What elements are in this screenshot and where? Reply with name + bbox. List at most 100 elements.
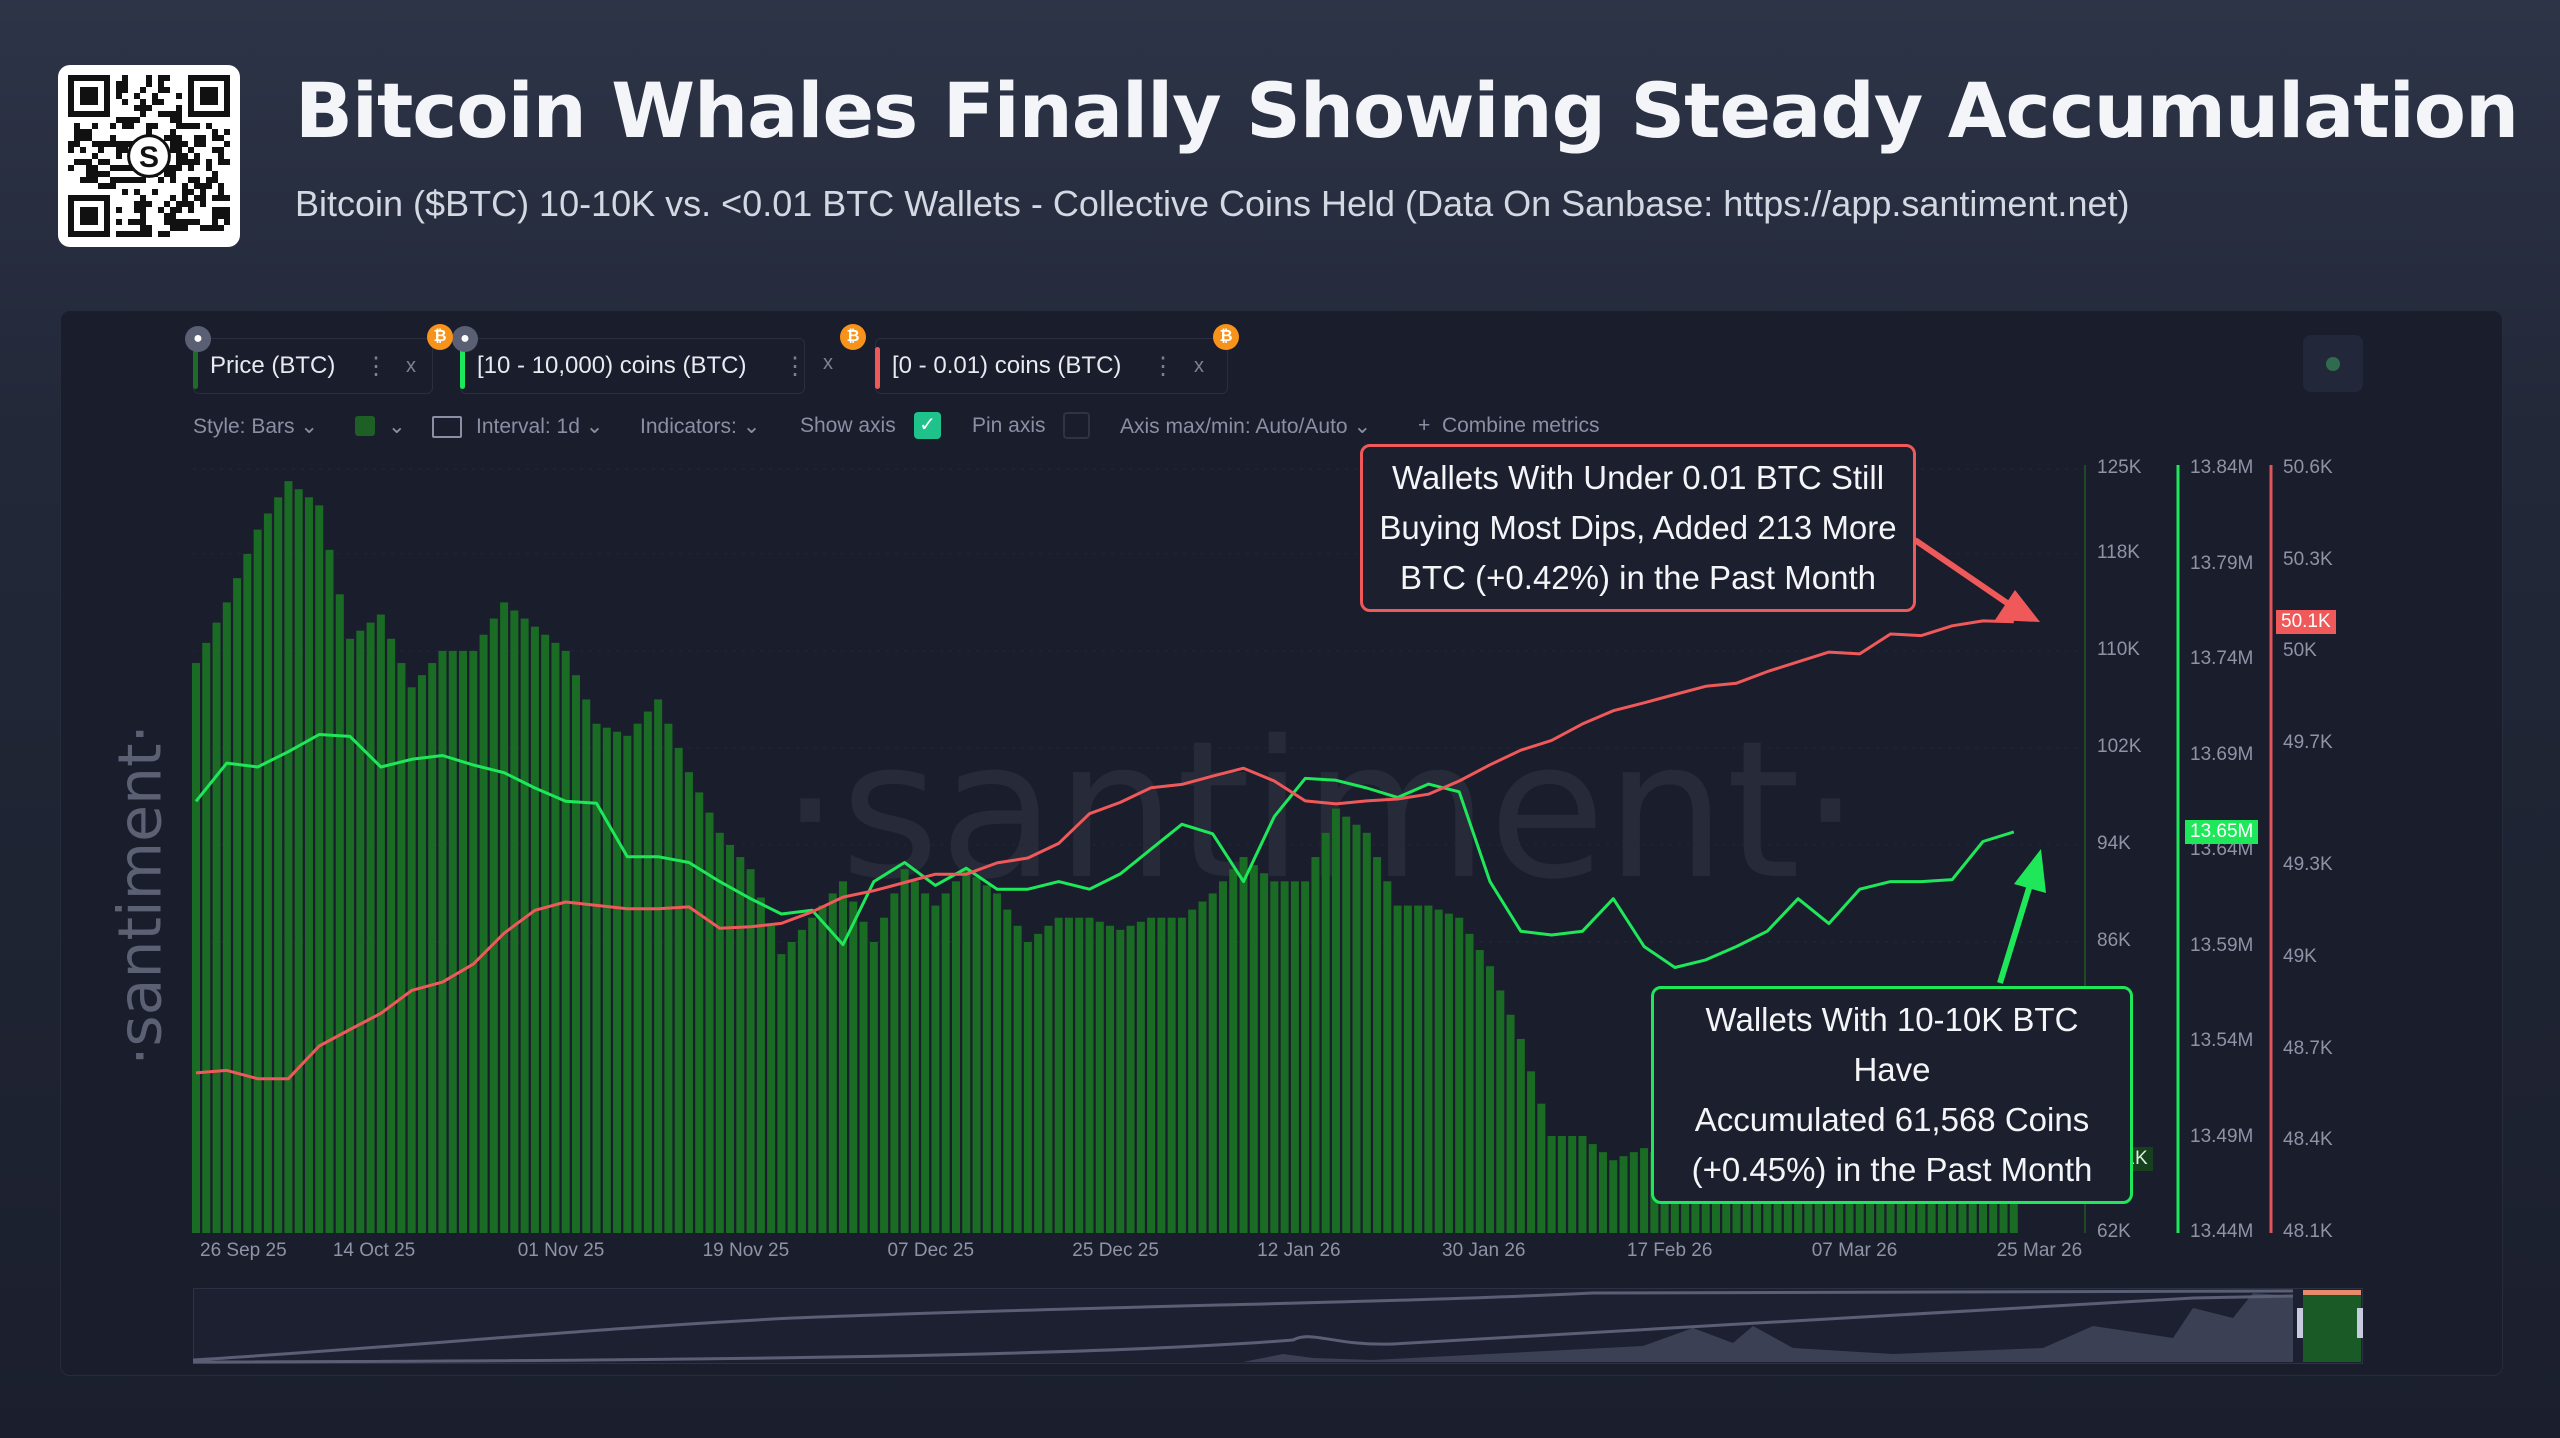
- price-bar: [941, 893, 950, 1233]
- price-bar: [1075, 917, 1084, 1233]
- price-bar: [428, 663, 437, 1233]
- price-bar: [1085, 917, 1094, 1233]
- price-bar: [972, 877, 981, 1233]
- price-bar: [602, 727, 611, 1233]
- price-bar: [315, 505, 324, 1233]
- price-bar: [1331, 808, 1340, 1233]
- price-bar: [1167, 917, 1176, 1233]
- price-bar: [1547, 1135, 1556, 1233]
- style-dropdown[interactable]: Style: Bars ⌄: [193, 414, 318, 439]
- price-bar: [1383, 881, 1392, 1233]
- price-bar: [982, 885, 991, 1233]
- price-bar: [726, 844, 735, 1233]
- price-bar: [346, 638, 355, 1233]
- color-swatch[interactable]: [355, 416, 375, 436]
- price-bar: [1003, 909, 1012, 1233]
- price-bar: [1711, 1180, 1720, 1233]
- price-bar: [407, 687, 416, 1233]
- metric-tab-10-10k[interactable]: [10 - 10,000) coins (BTC) ⋮: [460, 338, 807, 394]
- metric-tab-price[interactable]: Price (BTC) ⋮ x: [193, 338, 433, 394]
- x-tick-label: 30 Jan 26: [1442, 1240, 1526, 1261]
- y-tick-label: 50.6K: [2283, 457, 2333, 478]
- price-bar: [304, 497, 313, 1234]
- price-bar: [1054, 917, 1063, 1233]
- price-bar: [294, 489, 303, 1233]
- pin-axis-checkbox[interactable]: [1063, 412, 1090, 439]
- x-tick-label: 25 Mar 26: [1996, 1240, 2083, 1261]
- plus-icon: +: [1418, 414, 1431, 437]
- y-tick-label: 125K: [2097, 457, 2142, 478]
- price-bar: [1773, 1176, 1782, 1233]
- price-bar: [1126, 925, 1135, 1233]
- style-label: Style: Bars: [193, 415, 295, 438]
- y-tick-label: 13.74M: [2190, 648, 2254, 669]
- y-tick-label: 48.4K: [2283, 1129, 2333, 1151]
- tab-label: [0 - 0.01) coins (BTC): [892, 352, 1122, 379]
- indicators-dropdown[interactable]: Indicators: ⌄: [640, 414, 760, 439]
- price-bar: [417, 675, 426, 1233]
- price-bar: [633, 723, 642, 1233]
- calendar-icon[interactable]: [432, 416, 462, 438]
- price-bar: [1301, 881, 1310, 1233]
- close-icon[interactable]: x: [406, 354, 416, 377]
- metric-tab-0-0.01[interactable]: [0 - 0.01) coins (BTC) ⋮ x: [875, 338, 1228, 394]
- price-bar: [931, 905, 940, 1233]
- price-bar: [1352, 824, 1361, 1233]
- y-tick-label: 13.64M: [2190, 839, 2254, 860]
- lock-icon: ●: [452, 326, 478, 352]
- price-bar: [448, 650, 457, 1233]
- navigator-selection[interactable]: [2303, 1290, 2361, 1362]
- price-bar: [1722, 1188, 1731, 1233]
- whale-last-value-tag: 13.65M: [2185, 819, 2259, 844]
- x-tick-label: 01 Nov 25: [517, 1240, 605, 1261]
- price-bar: [1465, 933, 1474, 1233]
- price-bar: [787, 941, 796, 1233]
- price-bar: [274, 497, 283, 1234]
- price-bar: [797, 929, 806, 1233]
- price-bar: [1393, 905, 1402, 1233]
- price-bar: [1013, 925, 1022, 1233]
- annotation-line: (+0.45%) in the Past Month: [1691, 1151, 2093, 1188]
- axis-minmax-dropdown[interactable]: Axis max/min: Auto/Auto ⌄: [1120, 414, 1371, 439]
- series-line-1: [194, 733, 2015, 969]
- price-bar: [859, 921, 868, 1233]
- navigator-handle-left[interactable]: [2297, 1308, 2303, 1338]
- price-bar: [1270, 881, 1279, 1233]
- price-bar: [1619, 1156, 1628, 1233]
- more-icon[interactable]: ⋮: [783, 352, 807, 380]
- price-bar: [623, 735, 632, 1233]
- price-bar: [684, 772, 693, 1233]
- y-tick-label: 94K: [2097, 832, 2131, 854]
- settings-button[interactable]: [2303, 335, 2363, 392]
- more-icon[interactable]: ⋮: [364, 352, 388, 380]
- price-bar: [1414, 905, 1423, 1233]
- navigator-volume: [1243, 1293, 2293, 1362]
- price-bar: [705, 812, 714, 1233]
- indicators-label: Indicators:: [640, 415, 737, 438]
- more-icon[interactable]: ⋮: [1151, 352, 1175, 380]
- price-bar: [376, 614, 385, 1233]
- price-bar: [551, 642, 560, 1233]
- price-bar: [500, 602, 509, 1233]
- navigator-handle-right[interactable]: [2357, 1308, 2363, 1338]
- price-bar: [1486, 966, 1495, 1233]
- bitcoin-icon: ₿: [427, 324, 453, 350]
- price-bar: [1249, 865, 1258, 1233]
- combine-metrics-button[interactable]: + Combine metrics: [1418, 414, 1599, 438]
- show-axis-checkbox[interactable]: ✓: [914, 412, 941, 439]
- close-icon[interactable]: x: [823, 352, 833, 374]
- santiment-watermark: ·santiment·: [780, 700, 1861, 921]
- x-tick-label: 26 Sep 25: [200, 1240, 287, 1261]
- bitcoin-icon: ₿: [1213, 324, 1239, 350]
- chevron-down-icon: ⌄: [1353, 415, 1372, 438]
- interval-dropdown[interactable]: Interval: 1d ⌄: [476, 414, 603, 439]
- range-navigator[interactable]: [193, 1288, 2363, 1364]
- price-bar: [664, 723, 673, 1233]
- show-axis-label: Show axis: [800, 414, 896, 437]
- close-icon[interactable]: x: [1194, 354, 1204, 377]
- price-bar: [356, 630, 365, 1233]
- price-bar: [890, 893, 899, 1233]
- price-bar: [1403, 905, 1412, 1233]
- chevron-down-icon[interactable]: ⌄: [388, 415, 406, 438]
